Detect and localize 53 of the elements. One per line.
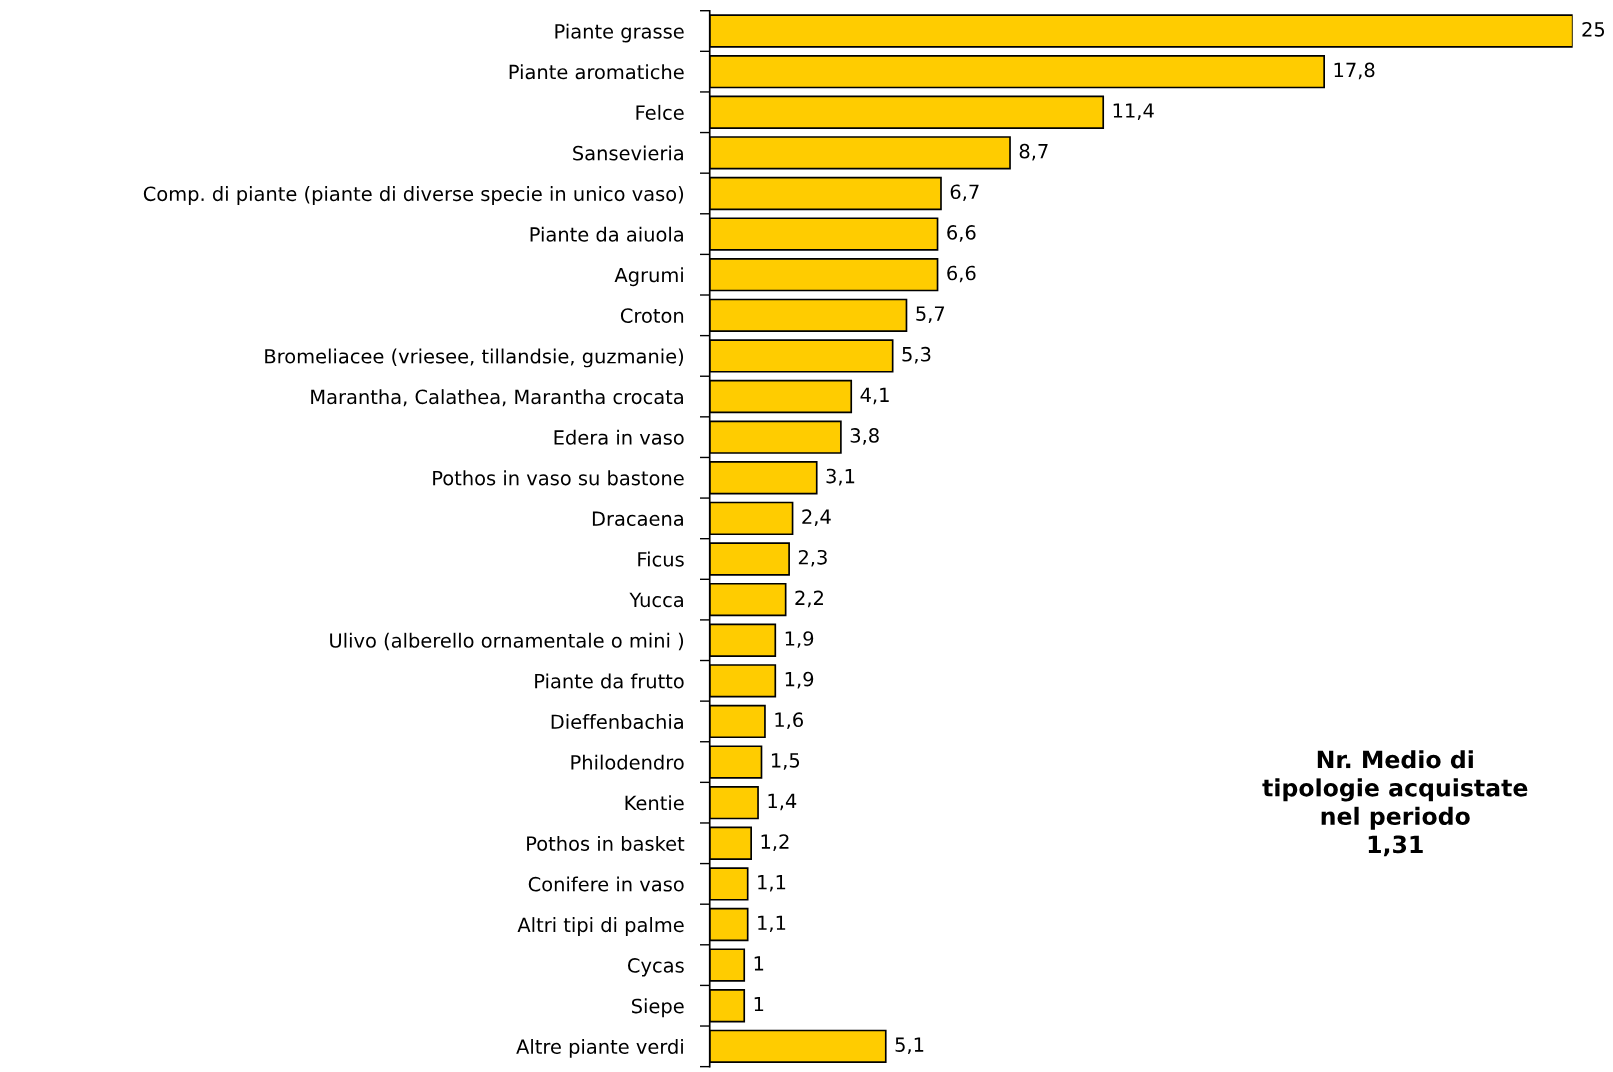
data-label: 5,1 bbox=[895, 1037, 924, 1054]
y-tick-label: Dracaena bbox=[592, 511, 683, 527]
data-label: 8,7 bbox=[1019, 143, 1048, 161]
y-tick-label: Pothos in basket bbox=[527, 835, 685, 851]
data-label: 3,8 bbox=[850, 428, 879, 445]
data-label: 4,1 bbox=[860, 387, 889, 405]
data-label: 1,1 bbox=[758, 915, 786, 933]
y-tick-label: Piante da frutto bbox=[535, 673, 684, 689]
y-tick-label: Edera in vaso bbox=[554, 429, 684, 445]
data-label: 25 bbox=[1582, 21, 1605, 37]
y-tick-label: Cycas bbox=[627, 958, 684, 977]
data-label: 1,5 bbox=[771, 753, 800, 770]
y-tick-label: Kentie bbox=[625, 795, 684, 811]
data-label: 1,1 bbox=[758, 875, 786, 892]
data-label: 5,3 bbox=[902, 346, 931, 364]
annotation: Nr. Medio di tipologie acquistate nel periodo 1,31 bbox=[1262, 750, 1528, 857]
y-tick-label: Dieffenbachia bbox=[551, 714, 683, 730]
y-tick-label: Marantha, Calathea, Marantha crocata bbox=[311, 389, 683, 407]
y-tick-label: Sansevieria bbox=[573, 145, 683, 161]
y-tick-label: Conifere in vaso bbox=[528, 876, 684, 892]
y-tick-label: Altri tipi di palme bbox=[517, 917, 684, 936]
y-tick-label: Pothos in vaso su bastone bbox=[433, 470, 684, 486]
y-tick-label: Agrumi bbox=[614, 267, 683, 287]
data-label: 17,8 bbox=[1334, 62, 1375, 80]
y-tick-label: Yucca bbox=[629, 592, 683, 608]
y-tick-label: Comp. di piante (piante di diverse specie in unico vaso) bbox=[143, 186, 684, 205]
y-tick-label: Bromeliacee (vriesee, tillandsie, guzmanie) bbox=[265, 348, 684, 368]
data-label: 1,9 bbox=[785, 631, 814, 648]
data-label: 6,6 bbox=[947, 225, 976, 242]
data-label: 2,3 bbox=[798, 549, 827, 567]
data-label: 2,2 bbox=[795, 590, 823, 608]
y-tick-label: Piante aromatiche bbox=[509, 64, 684, 80]
y-tick-label: Piante grasse bbox=[555, 23, 684, 43]
data-label: 1,9 bbox=[785, 671, 814, 689]
data-label: 11,4 bbox=[1113, 103, 1154, 120]
data-label: 2,4 bbox=[802, 509, 831, 526]
data-label: 1,2 bbox=[761, 834, 789, 851]
y-tick-label: Piante da aiuola bbox=[530, 226, 683, 242]
y-tick-label: Ficus bbox=[638, 551, 684, 567]
data-label: 1,6 bbox=[775, 712, 803, 730]
data-label: 3,1 bbox=[826, 468, 855, 486]
y-tick-label: Ulivo (alberello ornamentale o mini ) bbox=[330, 632, 684, 651]
y-tick-label: Croton bbox=[620, 308, 684, 323]
data-label: 5,7 bbox=[916, 306, 945, 323]
y-tick-label: Siepe bbox=[631, 998, 684, 1018]
data-label: 6,6 bbox=[947, 265, 976, 283]
data-label: 1 bbox=[754, 996, 764, 1012]
y-tick-label: Altre piante verdi bbox=[516, 1038, 683, 1058]
y-tick-label: Felce bbox=[636, 104, 684, 120]
data-label: 1 bbox=[754, 956, 764, 971]
y-tick-label: Philodendro bbox=[571, 754, 684, 770]
data-label: 6,7 bbox=[950, 184, 979, 202]
data-label: 1,4 bbox=[768, 793, 797, 811]
